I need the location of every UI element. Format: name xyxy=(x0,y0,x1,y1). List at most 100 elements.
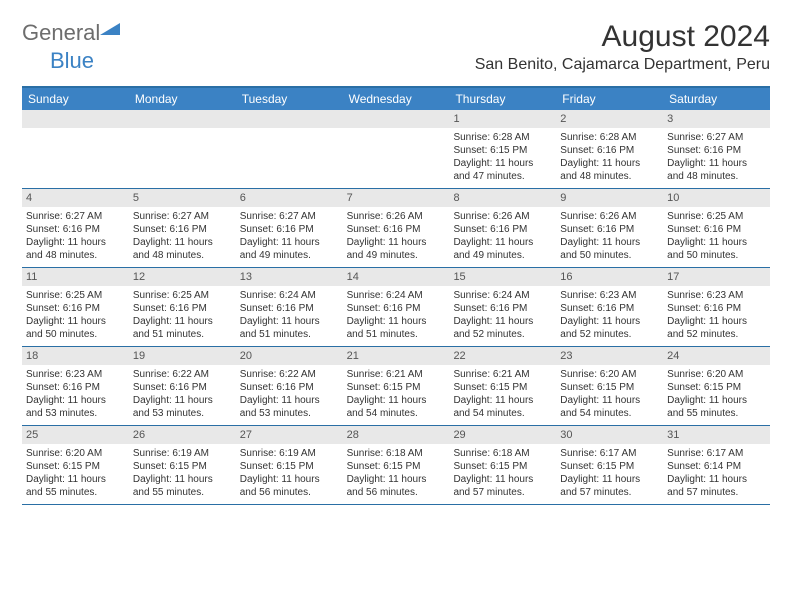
sunset-line: Sunset: 6:15 PM xyxy=(347,460,446,473)
sunrise-line: Sunrise: 6:25 AM xyxy=(667,210,766,223)
sunrise-line: Sunrise: 6:19 AM xyxy=(133,447,232,460)
weekday-header: Thursday xyxy=(449,88,556,110)
day-number-band: 5 xyxy=(129,189,236,207)
sunrise-line: Sunrise: 6:17 AM xyxy=(667,447,766,460)
sunrise-line: Sunrise: 6:18 AM xyxy=(347,447,446,460)
sunrise-line: Sunrise: 6:27 AM xyxy=(26,210,125,223)
day-content: Sunrise: 6:23 AMSunset: 6:16 PMDaylight:… xyxy=(22,365,129,424)
day-content: Sunrise: 6:21 AMSunset: 6:15 PMDaylight:… xyxy=(343,365,450,424)
sunrise-line: Sunrise: 6:23 AM xyxy=(667,289,766,302)
daylight-line: Daylight: 11 hours and 55 minutes. xyxy=(667,394,766,420)
day-cell: 4 Sunrise: 6:27 AMSunset: 6:16 PMDaylight… xyxy=(22,189,129,267)
sunset-line: Sunset: 6:16 PM xyxy=(26,223,125,236)
day-content: Sunrise: 6:25 AMSunset: 6:16 PMDaylight:… xyxy=(663,207,770,266)
daylight-line: Daylight: 11 hours and 55 minutes. xyxy=(26,473,125,499)
sunrise-line: Sunrise: 6:20 AM xyxy=(667,368,766,381)
day-content: Sunrise: 6:26 AMSunset: 6:16 PMDaylight:… xyxy=(556,207,663,266)
daylight-line: Daylight: 11 hours and 48 minutes. xyxy=(26,236,125,262)
day-cell: 23Sunrise: 6:20 AMSunset: 6:15 PMDayligh… xyxy=(556,347,663,425)
sunset-line: Sunset: 6:15 PM xyxy=(453,381,552,394)
sunrise-line: Sunrise: 6:26 AM xyxy=(453,210,552,223)
sunset-line: Sunset: 6:16 PM xyxy=(26,302,125,315)
day-cell: 28Sunrise: 6:18 AMSunset: 6:15 PMDayligh… xyxy=(343,426,450,504)
daylight-line: Daylight: 11 hours and 51 minutes. xyxy=(240,315,339,341)
day-content: Sunrise: 6:26 AMSunset: 6:16 PMDaylight:… xyxy=(343,207,450,266)
weekday-header: Monday xyxy=(129,88,236,110)
day-content: Sunrise: 6:22 AMSunset: 6:16 PMDaylight:… xyxy=(236,365,343,424)
day-content: Sunrise: 6:27 AMSunset: 6:16 PMDaylight:… xyxy=(236,207,343,266)
day-content: Sunrise: 6:24 AMSunset: 6:16 PMDaylight:… xyxy=(236,286,343,345)
day-cell: 1Sunrise: 6:28 AMSunset: 6:15 PMDaylight… xyxy=(449,110,556,188)
day-number-band: 8 xyxy=(449,189,556,207)
day-number-band xyxy=(22,110,129,128)
brand-part1: General xyxy=(22,20,100,46)
day-number-band: 4 xyxy=(22,189,129,207)
day-content: Sunrise: 6:28 AMSunset: 6:16 PMDaylight:… xyxy=(556,128,663,187)
day-cell: 20Sunrise: 6:22 AMSunset: 6:16 PMDayligh… xyxy=(236,347,343,425)
daylight-line: Daylight: 11 hours and 49 minutes. xyxy=(347,236,446,262)
day-content: Sunrise: 6:23 AMSunset: 6:16 PMDaylight:… xyxy=(663,286,770,345)
day-cell xyxy=(129,110,236,188)
day-content: Sunrise: 6:17 AMSunset: 6:14 PMDaylight:… xyxy=(663,444,770,503)
daylight-line: Daylight: 11 hours and 52 minutes. xyxy=(560,315,659,341)
day-content: Sunrise: 6:18 AMSunset: 6:15 PMDaylight:… xyxy=(343,444,450,503)
day-cell: 24Sunrise: 6:20 AMSunset: 6:15 PMDayligh… xyxy=(663,347,770,425)
day-cell: 11Sunrise: 6:25 AMSunset: 6:16 PMDayligh… xyxy=(22,268,129,346)
day-content: Sunrise: 6:22 AMSunset: 6:16 PMDaylight:… xyxy=(129,365,236,424)
daylight-line: Daylight: 11 hours and 56 minutes. xyxy=(347,473,446,499)
weekday-header: Sunday xyxy=(22,88,129,110)
week-row: 1Sunrise: 6:28 AMSunset: 6:15 PMDaylight… xyxy=(22,110,770,189)
sunset-line: Sunset: 6:16 PM xyxy=(347,223,446,236)
sunrise-line: Sunrise: 6:17 AM xyxy=(560,447,659,460)
weekday-header: Tuesday xyxy=(236,88,343,110)
day-cell: 26Sunrise: 6:19 AMSunset: 6:15 PMDayligh… xyxy=(129,426,236,504)
daylight-line: Daylight: 11 hours and 50 minutes. xyxy=(560,236,659,262)
day-number-band: 15 xyxy=(449,268,556,286)
daylight-line: Daylight: 11 hours and 53 minutes. xyxy=(133,394,232,420)
daylight-line: Daylight: 11 hours and 52 minutes. xyxy=(667,315,766,341)
weekday-header-row: SundayMondayTuesdayWednesdayThursdayFrid… xyxy=(22,88,770,110)
day-number-band: 21 xyxy=(343,347,450,365)
daylight-line: Daylight: 11 hours and 53 minutes. xyxy=(26,394,125,420)
day-cell: 5Sunrise: 6:27 AMSunset: 6:16 PMDaylight… xyxy=(129,189,236,267)
sunrise-line: Sunrise: 6:28 AM xyxy=(560,131,659,144)
sunset-line: Sunset: 6:15 PM xyxy=(347,381,446,394)
sunrise-line: Sunrise: 6:28 AM xyxy=(453,131,552,144)
weekday-header: Saturday xyxy=(663,88,770,110)
day-cell: 18Sunrise: 6:23 AMSunset: 6:16 PMDayligh… xyxy=(22,347,129,425)
week-row: 11Sunrise: 6:25 AMSunset: 6:16 PMDayligh… xyxy=(22,268,770,347)
day-cell: 19Sunrise: 6:22 AMSunset: 6:16 PMDayligh… xyxy=(129,347,236,425)
day-cell: 16Sunrise: 6:23 AMSunset: 6:16 PMDayligh… xyxy=(556,268,663,346)
daylight-line: Daylight: 11 hours and 55 minutes. xyxy=(133,473,232,499)
day-content: Sunrise: 6:26 AMSunset: 6:16 PMDaylight:… xyxy=(449,207,556,266)
sunset-line: Sunset: 6:15 PM xyxy=(453,460,552,473)
week-row: 4Sunrise: 6:27 AMSunset: 6:16 PMDaylight… xyxy=(22,189,770,268)
sunrise-line: Sunrise: 6:21 AM xyxy=(453,368,552,381)
day-number-band: 9 xyxy=(556,189,663,207)
day-number-band: 3 xyxy=(663,110,770,128)
day-cell: 25Sunrise: 6:20 AMSunset: 6:15 PMDayligh… xyxy=(22,426,129,504)
day-number-band: 13 xyxy=(236,268,343,286)
daylight-line: Daylight: 11 hours and 57 minutes. xyxy=(453,473,552,499)
sunrise-line: Sunrise: 6:24 AM xyxy=(240,289,339,302)
sunrise-line: Sunrise: 6:27 AM xyxy=(240,210,339,223)
day-number-band: 26 xyxy=(129,426,236,444)
sunrise-line: Sunrise: 6:20 AM xyxy=(560,368,659,381)
day-number-band: 19 xyxy=(129,347,236,365)
day-number-band: 11 xyxy=(22,268,129,286)
daylight-line: Daylight: 11 hours and 53 minutes. xyxy=(240,394,339,420)
sunset-line: Sunset: 6:15 PM xyxy=(453,144,552,157)
day-content: Sunrise: 6:20 AMSunset: 6:15 PMDaylight:… xyxy=(22,444,129,503)
daylight-line: Daylight: 11 hours and 56 minutes. xyxy=(240,473,339,499)
day-number-band: 12 xyxy=(129,268,236,286)
day-content: Sunrise: 6:21 AMSunset: 6:15 PMDaylight:… xyxy=(449,365,556,424)
sunrise-line: Sunrise: 6:19 AM xyxy=(240,447,339,460)
day-cell: 30Sunrise: 6:17 AMSunset: 6:15 PMDayligh… xyxy=(556,426,663,504)
sunset-line: Sunset: 6:16 PM xyxy=(26,381,125,394)
day-content: Sunrise: 6:24 AMSunset: 6:16 PMDaylight:… xyxy=(343,286,450,345)
sunset-line: Sunset: 6:16 PM xyxy=(453,302,552,315)
sunset-line: Sunset: 6:15 PM xyxy=(560,381,659,394)
daylight-line: Daylight: 11 hours and 57 minutes. xyxy=(667,473,766,499)
daylight-line: Daylight: 11 hours and 51 minutes. xyxy=(133,315,232,341)
day-content: Sunrise: 6:18 AMSunset: 6:15 PMDaylight:… xyxy=(449,444,556,503)
